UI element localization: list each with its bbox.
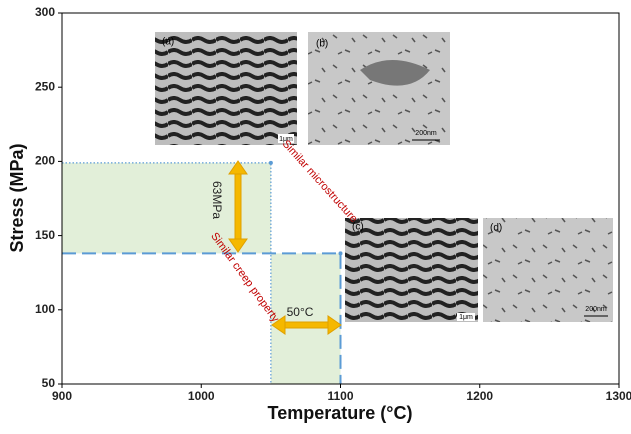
x-axis-label: Temperature (°C) bbox=[268, 403, 413, 423]
y-tick-label: 300 bbox=[35, 5, 55, 19]
annotation: 50°C bbox=[287, 305, 314, 319]
chart: (a) 1μm (b) 200nm (c) 1μm (d) 200nm 63MP… bbox=[0, 0, 631, 429]
y-tick-label: 100 bbox=[35, 302, 55, 316]
plot-area bbox=[62, 161, 343, 384]
corner-point bbox=[269, 161, 273, 165]
x-tick-label: 900 bbox=[52, 389, 72, 403]
image-a: (a) 1μm bbox=[155, 32, 297, 145]
y-axis-label: Stress (MPa) bbox=[7, 143, 27, 252]
image-label: (d) bbox=[490, 223, 502, 234]
scale-label: 200nm bbox=[585, 306, 607, 313]
x-tick-label: 1300 bbox=[606, 389, 631, 403]
annotation: 63MPa bbox=[210, 181, 224, 219]
image-label: (b) bbox=[316, 39, 328, 50]
x-tick-label: 1000 bbox=[188, 389, 215, 403]
annotation: Similar microstructure bbox=[280, 138, 360, 225]
corner-point bbox=[339, 251, 343, 255]
x-tick-label: 1200 bbox=[466, 389, 493, 403]
y-tick-label: 250 bbox=[35, 79, 55, 93]
image-b: (b) 200nm bbox=[308, 32, 450, 145]
scale-label: 1μm bbox=[459, 314, 473, 321]
image-d: (d) 200nm bbox=[483, 218, 613, 322]
image-c: (c) 1μm bbox=[345, 218, 478, 322]
y-tick-label: 50 bbox=[42, 376, 56, 390]
image-label: (a) bbox=[162, 37, 174, 48]
scale-label: 200nm bbox=[415, 130, 437, 137]
x-tick-label: 1100 bbox=[327, 389, 353, 403]
image-label: (c) bbox=[352, 222, 364, 233]
y-tick-label: 200 bbox=[35, 154, 55, 168]
y-tick-label: 150 bbox=[35, 228, 55, 242]
